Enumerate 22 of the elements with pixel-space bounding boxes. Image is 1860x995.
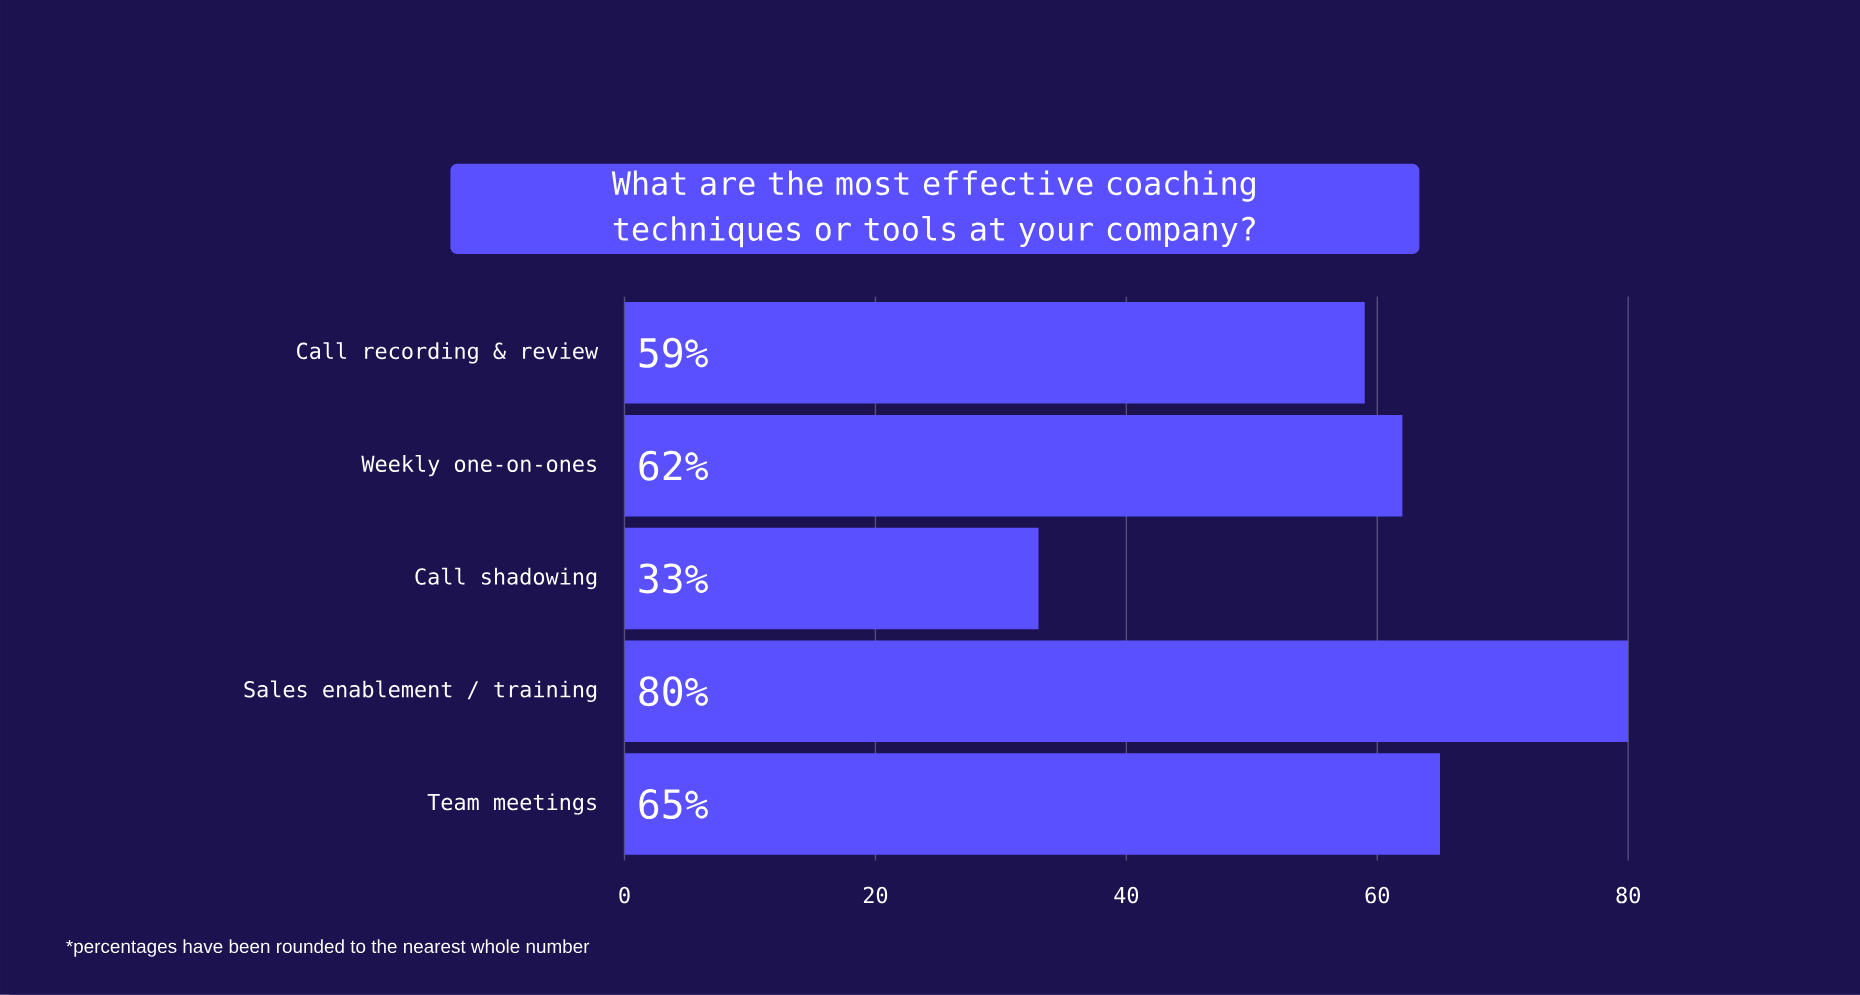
x-tick-label: 80: [1616, 886, 1640, 904]
y-tick-label: Team meetings: [427, 793, 597, 815]
chart-title: What are the most effective coaching techniques or tools at your company?: [611, 170, 1255, 248]
bar: [624, 640, 1629, 743]
y-tick-label: Weekly one-on-ones: [361, 455, 597, 477]
data-label: 59%: [639, 337, 708, 368]
x-tick-label: 40: [1114, 886, 1139, 904]
y-tick-label: Sales enablement / training: [244, 680, 597, 703]
bar: [624, 527, 1039, 630]
y-tick-label: Call shadowing: [415, 567, 597, 590]
data-label: 80%: [639, 676, 708, 707]
data-label: 65%: [639, 789, 708, 820]
x-tick-label: 20: [863, 886, 888, 904]
bar: [624, 753, 1441, 855]
data-label: 33%: [639, 563, 708, 594]
y-tick-label: Call recording & review: [297, 342, 599, 364]
data-label: 62%: [639, 450, 708, 481]
x-tick-label: 0: [619, 886, 630, 904]
bar: [624, 302, 1365, 404]
x-tick-label: 60: [1365, 886, 1390, 904]
bar: [624, 415, 1403, 517]
text: *percentages have been rounded to the nearest whole number: [66, 939, 590, 957]
